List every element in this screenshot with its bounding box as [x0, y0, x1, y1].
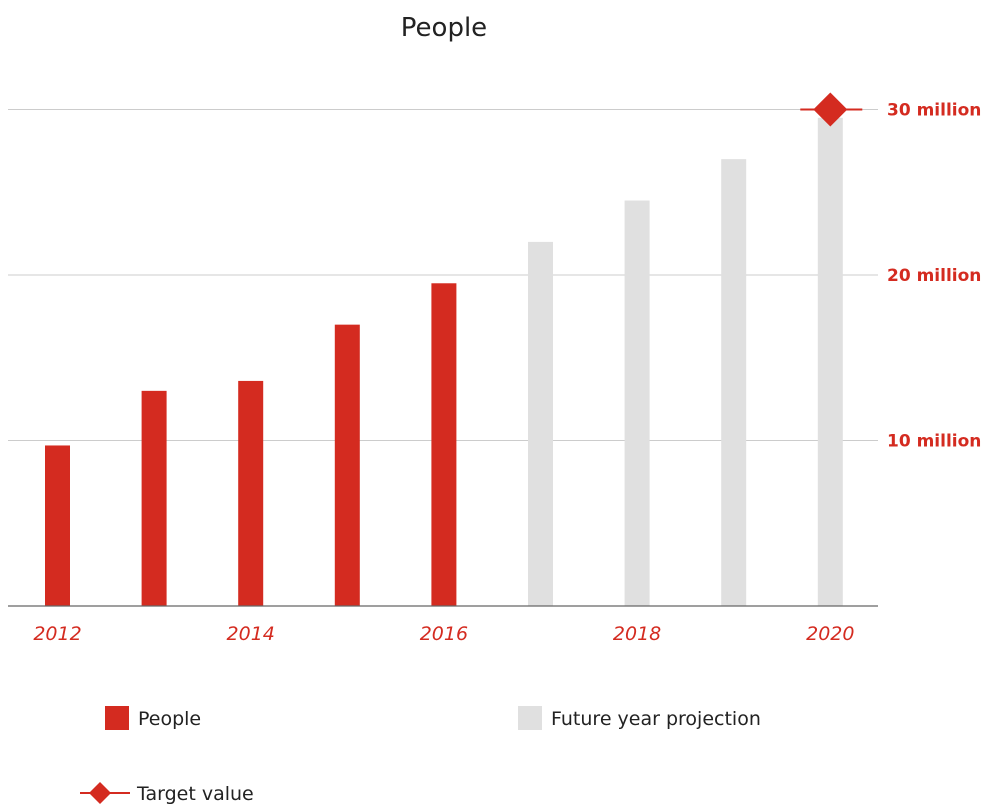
y-tick-label: 30 million: [887, 101, 981, 121]
bar: [528, 241, 553, 606]
chart-title: People: [401, 13, 487, 43]
bar: [624, 200, 650, 606]
x-tick-label: 2014: [227, 623, 275, 645]
legend-label: Target value: [136, 783, 254, 805]
bar: [45, 445, 70, 606]
legend: People Future year projection Target value: [80, 706, 761, 805]
legend-swatch: [105, 706, 129, 730]
bar: [817, 117, 843, 607]
bar: [431, 283, 457, 606]
x-tick-label: 2018: [613, 623, 661, 645]
bar: [238, 380, 264, 606]
x-tick-label: 2012: [33, 623, 81, 645]
bars: [45, 117, 843, 607]
legend-target-diamond-icon: [89, 782, 111, 804]
legend-label: Future year projection: [551, 708, 761, 730]
y-tick-label: 10 million: [887, 432, 981, 452]
x-tick-label: 2020: [806, 623, 854, 645]
x-axis-ticks: 2012 2014 2016 2018 2020: [33, 623, 854, 645]
y-axis-ticks: 10 million 20 million 30 million: [887, 101, 981, 452]
legend-label: People: [138, 708, 201, 730]
y-tick-label: 20 million: [887, 266, 981, 286]
bar: [141, 390, 167, 606]
x-tick-label: 2016: [420, 623, 468, 645]
legend-swatch: [518, 706, 542, 730]
bar: [334, 324, 360, 606]
bar: [721, 159, 747, 606]
target-markers: [800, 92, 863, 127]
target-diamond: [813, 92, 848, 127]
